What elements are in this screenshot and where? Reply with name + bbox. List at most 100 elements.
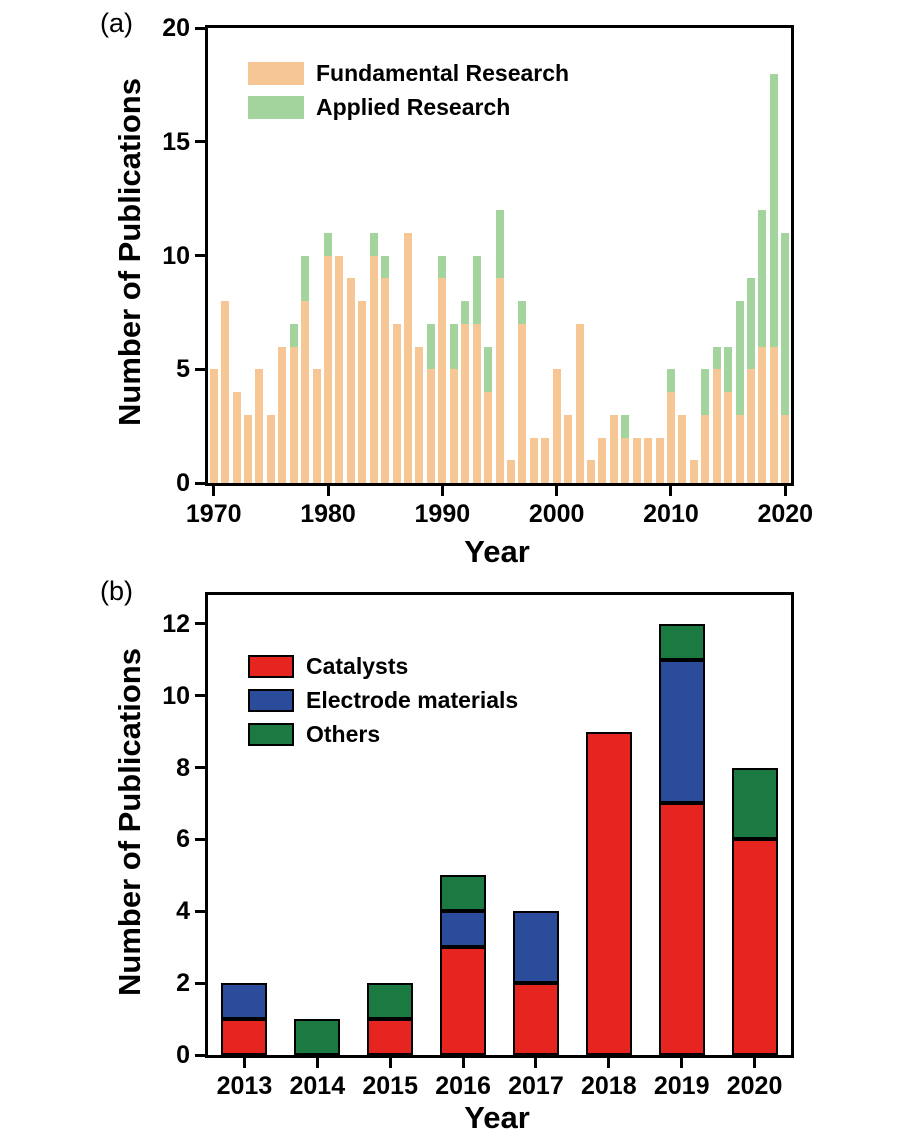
bar-segment-2006-fundamental-research bbox=[621, 437, 630, 483]
x-tick-label-2010: 2010 bbox=[643, 500, 699, 528]
bar-segment-2002-fundamental-research bbox=[575, 323, 584, 483]
bar-segment-2016-applied-research bbox=[735, 301, 744, 415]
x-tick-label-2015: 2015 bbox=[362, 1072, 418, 1100]
bar-segment-1996-fundamental-research bbox=[506, 460, 515, 483]
x-tick-mark-2017 bbox=[534, 1058, 538, 1068]
bar-segment-2013-fundamental-research bbox=[701, 414, 710, 483]
bar-segment-1978-applied-research bbox=[301, 255, 310, 301]
bar-segment-2005-fundamental-research bbox=[609, 414, 618, 483]
bar-segment-1980-fundamental-research bbox=[324, 255, 333, 483]
x-tick-mark-2010 bbox=[669, 486, 673, 496]
bar-segment-1989-applied-research bbox=[426, 323, 435, 370]
y-tick-label-0: 0 bbox=[176, 469, 190, 497]
bar-segment-2014-fundamental-research bbox=[712, 369, 721, 483]
bar-segment-2013-electrode-materials bbox=[221, 983, 268, 1020]
bar-segment-1992-applied-research bbox=[461, 301, 470, 324]
bar-segment-2020-catalysts bbox=[731, 839, 778, 1055]
bar-segment-1991-fundamental-research bbox=[449, 369, 458, 483]
x-tick-label-2019: 2019 bbox=[653, 1072, 710, 1100]
x-tick-mark-2015 bbox=[388, 1058, 392, 1068]
bar-segment-1993-fundamental-research bbox=[472, 323, 481, 483]
others-swatch bbox=[248, 723, 294, 746]
x-tick-mark-1980 bbox=[326, 486, 330, 496]
y-tick-mark-0 bbox=[195, 1053, 205, 1057]
bar-segment-1981-fundamental-research bbox=[335, 255, 344, 483]
panel-a-plot-area: Fundamental Research Applied Research 0 5… bbox=[162, 14, 813, 528]
x-tick-label-1970: 1970 bbox=[185, 500, 242, 528]
x-tick-label-2016: 2016 bbox=[435, 1072, 491, 1100]
bar-segment-1995-fundamental-research bbox=[495, 278, 504, 483]
bar-segment-2010-fundamental-research bbox=[666, 392, 675, 483]
y-tick-mark-10 bbox=[195, 254, 205, 257]
x-tick-label-2018: 2018 bbox=[581, 1072, 637, 1100]
bar-segment-1994-fundamental-research bbox=[484, 392, 493, 483]
bar-segment-2013-applied-research bbox=[701, 369, 710, 415]
bar-segment-1983-fundamental-research bbox=[358, 301, 367, 483]
bar-segment-2014-applied-research bbox=[712, 346, 721, 370]
y-tick-mark-8 bbox=[195, 766, 205, 769]
bar-segment-2008-fundamental-research bbox=[644, 437, 653, 483]
y-tick-label-10: 10 bbox=[162, 681, 190, 710]
bar-segment-1997-applied-research bbox=[518, 301, 527, 324]
bar-segment-1990-fundamental-research bbox=[438, 278, 447, 483]
bar-segment-2017-fundamental-research bbox=[746, 369, 755, 483]
applied-research-swatch bbox=[248, 96, 304, 119]
y-tick-mark-2 bbox=[195, 981, 205, 985]
bar-segment-2017-applied-research bbox=[746, 278, 755, 370]
bar-segment-2015-applied-research bbox=[724, 346, 733, 392]
bar-segment-1993-applied-research bbox=[472, 255, 481, 324]
panel-b-x-axis-title: Year bbox=[464, 1100, 530, 1135]
bar-segment-2018-catalysts bbox=[585, 731, 632, 1055]
bar-segment-2016-fundamental-research bbox=[735, 414, 744, 483]
bar-segment-1992-fundamental-research bbox=[461, 323, 470, 483]
x-tick-mark-2020 bbox=[783, 486, 787, 496]
bar-segment-1997-fundamental-research bbox=[518, 323, 527, 483]
bar-segment-2020-applied-research bbox=[781, 232, 790, 415]
bar-segment-2019-catalysts bbox=[658, 803, 705, 1055]
legend-item-others: Others bbox=[248, 721, 518, 748]
y-tick-mark-20 bbox=[195, 26, 205, 30]
bar-segment-2007-fundamental-research bbox=[632, 437, 641, 483]
x-tick-mark-2013 bbox=[242, 1058, 246, 1068]
bar-segment-2017-catalysts bbox=[512, 983, 559, 1055]
legend-item-electrode-materials: Electrode materials bbox=[248, 687, 518, 714]
bar-segment-2010-applied-research bbox=[666, 369, 675, 392]
bar-segment-1990-applied-research bbox=[438, 255, 447, 279]
bar-segment-2001-fundamental-research bbox=[564, 414, 573, 483]
bar-segment-2009-fundamental-research bbox=[655, 437, 664, 483]
bar-segment-2018-fundamental-research bbox=[758, 346, 767, 483]
x-tick-label-2017: 2017 bbox=[508, 1072, 564, 1100]
x-tick-label-1980: 1980 bbox=[300, 500, 356, 528]
bar-segment-2015-fundamental-research bbox=[724, 392, 733, 483]
bar-segment-2020-fundamental-research bbox=[781, 414, 790, 483]
x-tick-mark-2019 bbox=[680, 1058, 684, 1068]
y-tick-mark-5 bbox=[195, 367, 205, 371]
x-tick-mark-1970 bbox=[212, 486, 216, 496]
bar-segment-1970-fundamental-research bbox=[209, 369, 218, 483]
panel-b-plot-area: Catalysts Electrode materials Others 0 2 4… bbox=[162, 592, 794, 1100]
bar-segment-2012-fundamental-research bbox=[689, 460, 698, 483]
bar-segment-1991-applied-research bbox=[449, 323, 458, 370]
bar-segment-2013-catalysts bbox=[221, 1019, 268, 1055]
bar-segment-2016-electrode-materials bbox=[440, 911, 487, 948]
bar-segment-2015-catalysts bbox=[367, 1019, 414, 1055]
panel-a-legend: Fundamental Research Applied Research bbox=[248, 60, 569, 121]
panel-a-x-axis-title: Year bbox=[464, 534, 530, 569]
y-tick-label-2: 2 bbox=[176, 969, 190, 998]
bar-segment-2019-applied-research bbox=[769, 73, 778, 347]
bar-segment-1994-applied-research bbox=[484, 346, 493, 392]
x-tick-label-2020: 2020 bbox=[726, 1072, 783, 1100]
bar-segment-2019-fundamental-research bbox=[769, 346, 778, 483]
bar-segment-1975-fundamental-research bbox=[266, 414, 275, 483]
others-label: Others bbox=[306, 721, 381, 747]
y-tick-mark-4 bbox=[195, 909, 205, 913]
x-tick-label-2000: 2000 bbox=[528, 500, 585, 528]
y-tick-label-8: 8 bbox=[176, 753, 190, 782]
bar-segment-2016-others bbox=[440, 875, 487, 912]
bar-segment-1986-fundamental-research bbox=[392, 323, 401, 483]
y-tick-label-15: 15 bbox=[162, 127, 190, 156]
bar-segment-1977-applied-research bbox=[289, 323, 298, 347]
bar-segment-1984-fundamental-research bbox=[369, 255, 378, 483]
bar-segment-1985-applied-research bbox=[381, 255, 390, 279]
